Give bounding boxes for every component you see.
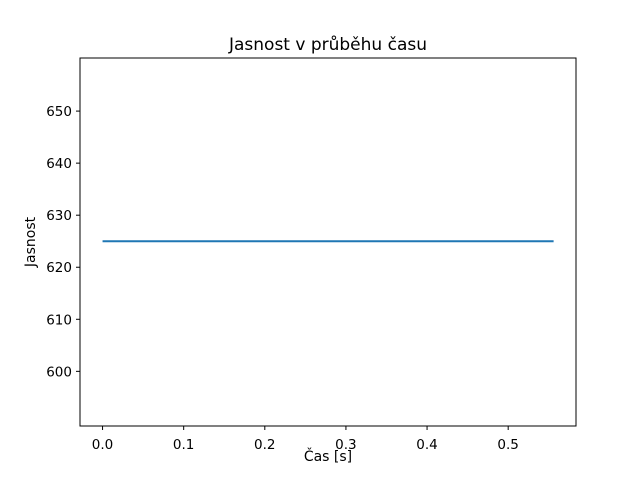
y-tick-label: 610 (46, 312, 72, 328)
x-tick-label: 0.5 (497, 437, 518, 453)
axes-frame (79, 57, 577, 427)
x-tick-label: 0.4 (416, 437, 437, 453)
y-tick-label: 630 (46, 208, 72, 224)
x-tick-label: 0.0 (92, 437, 113, 453)
y-tick-label: 600 (46, 364, 72, 380)
x-tick-label: 0.1 (173, 437, 194, 453)
x-tick-label: 0.3 (335, 437, 356, 453)
y-axis-label: Jasnost (23, 216, 39, 268)
y-tick-label: 640 (46, 156, 72, 172)
y-tick-label: 620 (46, 260, 72, 276)
y-tick-label: 650 (46, 104, 72, 120)
chart-title: Jasnost v průběhu času (228, 35, 427, 55)
x-axis-label: Čas [s] (303, 449, 353, 465)
x-tick-label: 0.2 (254, 437, 275, 453)
